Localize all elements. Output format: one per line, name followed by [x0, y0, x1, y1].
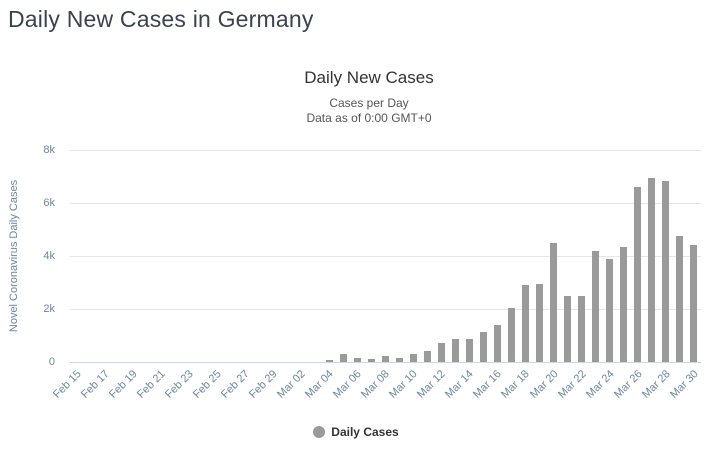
bar-mar-05 [339, 354, 347, 362]
x-tick-label-mar-18: Mar 18 [499, 368, 533, 401]
x-tick-label-feb-17: Feb 17 [78, 368, 112, 401]
chart-subtitle: Cases per Day Data as of 0:00 GMT+0 [26, 96, 712, 126]
bar-mar-11 [424, 351, 432, 362]
gridline-8k [70, 149, 701, 151]
y-axis-labels: 0 2k 4k 6k 8k [0, 0, 55, 459]
legend-item-daily-cases[interactable]: Daily Cases [313, 425, 399, 439]
legend: Daily Cases [0, 424, 712, 440]
legend-label: Daily Cases [331, 425, 399, 439]
legend-marker-icon [313, 426, 326, 438]
x-tick-label-mar-08: Mar 08 [359, 368, 392, 401]
bar-mar-28 [662, 181, 670, 362]
y-tick-label-4k: 4k [43, 250, 55, 262]
x-tick-label-mar-04: Mar 04 [303, 368, 336, 401]
y-tick-label-8k: 8k [43, 144, 55, 156]
bar-mar-20 [550, 243, 558, 362]
bar-mar-12 [438, 343, 446, 362]
x-tick-label-mar-16: Mar 16 [471, 368, 505, 401]
bar-mar-27 [648, 178, 656, 362]
bar-mar-24 [606, 259, 614, 362]
bar-mar-13 [452, 339, 460, 362]
bar-mar-07 [367, 359, 375, 362]
y-tick-label-2k: 2k [43, 303, 55, 315]
x-tick-label-mar-10: Mar 10 [387, 368, 421, 401]
bar-mar-26 [634, 187, 642, 362]
bar-mar-25 [620, 247, 628, 362]
x-tick-label-feb-23: Feb 23 [162, 368, 196, 401]
bar-mar-19 [536, 284, 544, 362]
gridline-6k [70, 202, 701, 204]
x-tick-label-mar-20: Mar 20 [527, 368, 561, 401]
x-tick-label-feb-21: Feb 21 [134, 368, 168, 401]
bar-mar-22 [578, 296, 586, 362]
bar-mar-15 [480, 332, 488, 362]
x-tick-label-feb-25: Feb 25 [191, 368, 224, 401]
bar-mar-30 [690, 245, 698, 362]
gridline-4k [70, 255, 701, 257]
bar-mar-21 [564, 296, 572, 362]
x-tick-label-mar-28: Mar 28 [639, 368, 673, 401]
x-tick-label-mar-22: Mar 22 [555, 368, 589, 401]
x-tick-label-mar-24: Mar 24 [583, 368, 617, 401]
y-tick-label-0: 0 [48, 356, 55, 368]
x-tick-label-feb-19: Feb 19 [106, 368, 140, 401]
x-tick-label-mar-26: Mar 26 [611, 368, 645, 401]
x-tick-label-feb-15: Feb 15 [50, 368, 84, 401]
chart-title: Daily New Cases [304, 68, 434, 87]
bar-mar-06 [353, 358, 361, 362]
page-title: Daily New Cases in Germany [8, 6, 314, 32]
x-tick-label-mar-02: Mar 02 [275, 368, 308, 401]
chart-subtitle-line2: Data as of 0:00 GMT+0 [306, 111, 432, 125]
chart-subtitle-line1: Cases per Day [329, 96, 409, 110]
bar-mar-16 [494, 325, 502, 362]
bar-mar-09 [396, 358, 404, 362]
bar-mar-10 [410, 354, 418, 362]
x-tick-label-mar-06: Mar 06 [331, 368, 364, 401]
y-tick-label-6k: 6k [43, 197, 55, 209]
plot-area [70, 150, 701, 362]
bar-mar-17 [508, 308, 516, 362]
bar-mar-14 [466, 339, 474, 362]
x-tick-label-feb-29: Feb 29 [247, 368, 280, 401]
bar-mar-04 [325, 360, 333, 362]
bar-mar-08 [382, 356, 389, 362]
bar-mar-29 [676, 236, 684, 362]
x-axis-line [70, 362, 701, 363]
x-tick-label-mar-14: Mar 14 [443, 368, 477, 401]
bar-mar-23 [592, 251, 600, 362]
gridline-2k [70, 308, 701, 310]
x-tick-label-mar-30: Mar 30 [667, 368, 701, 401]
x-tick-label-mar-12: Mar 12 [415, 368, 449, 401]
x-tick-label-feb-27: Feb 27 [219, 368, 252, 401]
bar-mar-18 [522, 285, 530, 362]
